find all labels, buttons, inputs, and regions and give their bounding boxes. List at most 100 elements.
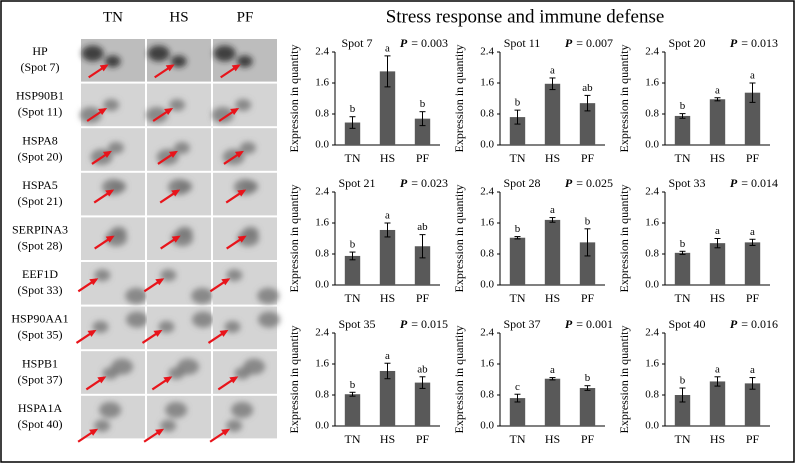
error-bar <box>549 77 556 91</box>
p-symbol: P <box>565 317 573 331</box>
gel-spot <box>104 55 121 68</box>
x-tick-label: HS <box>380 291 395 305</box>
y-tick-label: 2.4 <box>315 327 329 339</box>
gel-spot <box>191 287 214 304</box>
gel-arrowhead <box>171 235 181 243</box>
bar <box>344 122 361 145</box>
spot-label: (Spot 35) <box>18 328 63 342</box>
p-value: P = 0.014 <box>730 176 778 190</box>
gel-spot <box>105 230 128 247</box>
y-tick-label: 0.8 <box>645 389 659 401</box>
gel-arrowhead <box>165 64 175 72</box>
y-tick-label: 0.0 <box>315 420 329 432</box>
error-bar <box>514 236 521 240</box>
gel-arrowhead <box>168 150 178 158</box>
p-text: = 0.007 <box>576 36 613 50</box>
y-tick-label: 2.4 <box>480 46 494 58</box>
gel-arrowhead <box>155 278 165 286</box>
p-value: P = 0.007 <box>565 36 613 50</box>
gel-column-label: PF <box>237 9 254 25</box>
error-bar <box>584 385 591 391</box>
bar <box>744 242 761 285</box>
significance-letter: b <box>420 98 426 110</box>
y-tick-label: 0.0 <box>315 139 329 151</box>
y-axis-label: Expression in quantity <box>452 326 466 434</box>
gel-arrowhead <box>105 235 115 243</box>
gel-spot <box>258 311 281 328</box>
gel-column-label: TN <box>103 9 123 25</box>
y-tick-label: 0.8 <box>315 389 329 401</box>
y-tick-label: 0.0 <box>645 420 659 432</box>
bar <box>344 394 361 426</box>
bar-chart: Spot 35 P = 0.015 Expression in quantity 0.0… <box>287 317 448 446</box>
x-tick-label: PF <box>581 432 595 446</box>
bar-chart: Spot 21 P = 0.023 Expression in quantity 0.0… <box>287 176 448 305</box>
significance-letter: a <box>715 84 720 96</box>
spot-label: (Spot 20) <box>18 149 63 163</box>
x-tick-label: PF <box>746 291 760 305</box>
bar-chart: Spot 33 P = 0.014 Expression in quantity 0.0… <box>617 176 778 305</box>
spot-label: (Spot 37) <box>18 372 63 386</box>
bar <box>379 229 396 285</box>
y-axis-label: Expression in quantity <box>287 45 301 153</box>
error-bar <box>679 250 686 255</box>
gel-spot <box>111 358 134 375</box>
y-tick-label: 2.4 <box>645 186 659 198</box>
p-symbol: P <box>400 317 408 331</box>
x-tick-label: HS <box>710 291 725 305</box>
y-tick-label: 0.8 <box>480 248 494 260</box>
protein-label: HSP90B1 <box>16 89 64 103</box>
gel-arrowhead <box>89 428 99 436</box>
bar <box>674 115 691 145</box>
gel-panel: TN HS PF HP (Spot 7) HSP90B1 (Spot 11) HSPA8 (Sp… <box>11 9 281 443</box>
gel-spot <box>231 401 254 418</box>
significance-letter: a <box>550 64 555 76</box>
y-tick-label: 2.4 <box>645 46 659 58</box>
significance-letter: a <box>550 204 555 216</box>
significance-letter: b <box>680 375 686 387</box>
significance-letter: b <box>680 238 686 250</box>
bar <box>544 219 561 285</box>
gel-spots <box>81 45 121 68</box>
bar <box>509 237 526 285</box>
bar <box>544 83 561 145</box>
protein-label: SERPINA3 <box>12 222 68 236</box>
p-value: P = 0.015 <box>400 317 448 331</box>
spot-label: (Spot 40) <box>18 417 63 431</box>
bar <box>414 246 431 285</box>
error-bar <box>714 238 721 249</box>
p-symbol: P <box>565 176 573 190</box>
gel-spots <box>147 45 187 68</box>
error-bar <box>679 113 686 119</box>
bar <box>414 118 431 145</box>
error-bar <box>549 377 556 381</box>
spot-label: (Spot 7) <box>21 60 60 74</box>
bar-chart: Spot 40 P = 0.016 Expression in quantity 0.0… <box>617 317 778 446</box>
p-value: P = 0.001 <box>565 317 613 331</box>
x-tick-label: TN <box>345 432 361 446</box>
y-tick-label: 2.4 <box>480 186 494 198</box>
chart-title: Spot 20 <box>668 36 705 50</box>
y-tick-label: 0.8 <box>315 248 329 260</box>
bar <box>674 252 691 285</box>
gel-arrowhead <box>229 376 239 384</box>
p-text: = 0.015 <box>411 317 448 331</box>
significance-letter: a <box>750 70 755 82</box>
bar-chart: Spot 28 P = 0.025 Expression in quantity 0.0… <box>452 176 613 305</box>
gel-arrowhead <box>97 376 107 384</box>
gel-arrowhead <box>230 108 240 116</box>
x-tick-label: TN <box>345 291 361 305</box>
significance-letter: a <box>715 225 720 237</box>
x-tick-label: PF <box>746 151 760 165</box>
significance-letter: a <box>750 364 755 376</box>
y-tick-label: 0.0 <box>480 279 494 291</box>
y-axis-label: Expression in quantity <box>617 185 631 293</box>
p-symbol: P <box>730 317 738 331</box>
gel-spot <box>257 287 280 304</box>
y-tick-label: 0.8 <box>480 108 494 120</box>
gel-spot <box>126 311 149 328</box>
p-text: = 0.013 <box>741 36 778 50</box>
bar <box>509 398 526 426</box>
gel-arrowhead <box>164 108 174 116</box>
y-tick-label: 0.8 <box>315 108 329 120</box>
